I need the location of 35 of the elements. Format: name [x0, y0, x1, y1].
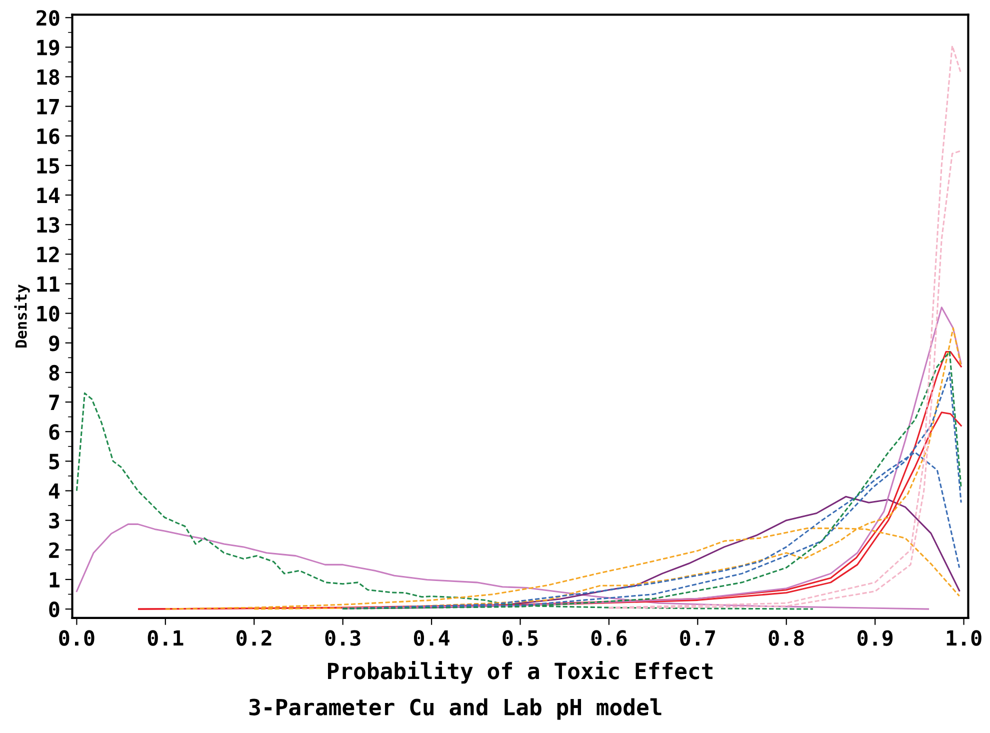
y-tick-label: 1 [50, 572, 60, 588]
y-tick-label: 10 [37, 306, 60, 322]
x-tick-label: 0.3 [325, 630, 360, 646]
y-tick-label: 15 [37, 158, 60, 174]
x-tick-label: 0.2 [236, 630, 272, 646]
y-tick-label: 16 [37, 128, 60, 144]
x-axis-title: Probability of a Toxic Effect [328, 660, 713, 684]
y-tick-label: 9 [49, 335, 60, 352]
y-tick-label: 13 [37, 217, 60, 233]
y-tick-label: 12 [37, 246, 59, 262]
y-tick-label: 3 [49, 512, 60, 529]
x-tick-label: 1.0 [946, 630, 982, 646]
y-tick-label: 0 [49, 602, 60, 618]
x-tick-label: 0.6 [591, 630, 627, 646]
x-tick-label: 0.0 [59, 630, 94, 646]
y-tick-label: 17 [37, 99, 59, 114]
x-tick-label: 0.4 [414, 630, 450, 646]
y-tick-label: 14 [37, 188, 60, 203]
y-tick-label: 7 [49, 394, 59, 410]
y-tick-label: 4 [48, 483, 60, 499]
y-tick-label: 20 [36, 10, 60, 26]
y-tick-label: 19 [37, 40, 60, 56]
x-tick-label: 0.7 [680, 630, 715, 646]
y-tick-label: 11 [37, 276, 60, 292]
y-tick-label: 5 [49, 454, 60, 470]
y-tick-label: 8 [49, 364, 60, 381]
y-tick-label: 2 [49, 542, 59, 558]
y-axis-title: Density [14, 284, 30, 348]
x-tick-label: 0.5 [502, 630, 538, 646]
x-tick-label: 0.9 [858, 630, 893, 646]
x-tick-label: 0.8 [768, 630, 804, 646]
text: 3-Parameter Cu and Lab pH model [249, 698, 662, 720]
x-tick-label: 0.1 [148, 630, 184, 646]
y-tick-label: 18 [37, 69, 60, 85]
y-tick-label: 6 [49, 424, 60, 440]
